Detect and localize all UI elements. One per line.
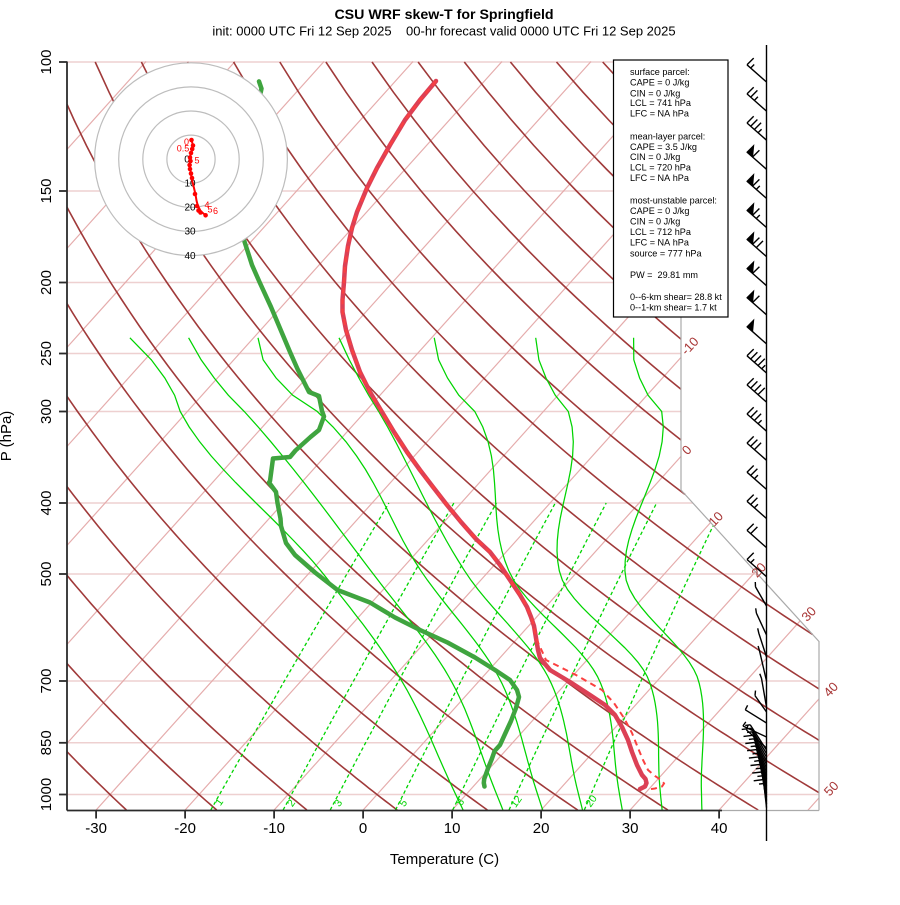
svg-text:CSU WRF skew-T for Springfield: CSU WRF skew-T for Springfield bbox=[334, 7, 553, 23]
svg-text:8: 8 bbox=[454, 796, 467, 808]
svg-text:-30: -30 bbox=[85, 820, 107, 837]
svg-text:850: 850 bbox=[38, 730, 55, 755]
svg-text:2: 2 bbox=[285, 797, 298, 809]
svg-text:500: 500 bbox=[38, 561, 55, 586]
svg-text:mean-layer parcel:: mean-layer parcel: bbox=[630, 131, 705, 141]
svg-text:Temperature (C): Temperature (C) bbox=[390, 851, 499, 868]
svg-text:0: 0 bbox=[184, 137, 189, 147]
svg-text:1000: 1000 bbox=[38, 778, 55, 811]
svg-text:6: 6 bbox=[213, 206, 218, 216]
svg-text:1: 1 bbox=[213, 796, 226, 808]
svg-text:300: 300 bbox=[38, 399, 55, 424]
svg-text:40: 40 bbox=[184, 251, 196, 262]
svg-text:most-unstable parcel:: most-unstable parcel: bbox=[630, 195, 717, 205]
svg-text:0: 0 bbox=[359, 820, 367, 837]
svg-text:-10: -10 bbox=[263, 820, 285, 837]
svg-text:150: 150 bbox=[38, 178, 55, 203]
svg-text:CAPE = 0 J/kg: CAPE = 0 J/kg bbox=[630, 78, 689, 88]
svg-text:LCL = 720 hPa: LCL = 720 hPa bbox=[630, 163, 692, 173]
svg-text:0--1-km shear= 1.7 kt: 0--1-km shear= 1.7 kt bbox=[630, 302, 717, 312]
svg-text:CIN = 0 J/kg: CIN = 0 J/kg bbox=[630, 152, 680, 162]
svg-text:250: 250 bbox=[38, 341, 55, 366]
svg-text:LFC = NA hPa: LFC = NA hPa bbox=[630, 109, 690, 119]
svg-text:-20: -20 bbox=[174, 820, 196, 837]
svg-text:100: 100 bbox=[38, 49, 55, 74]
svg-text:LFC = NA hPa: LFC = NA hPa bbox=[630, 173, 690, 183]
svg-text:CAPE = 3.5 J/kg: CAPE = 3.5 J/kg bbox=[630, 142, 697, 152]
svg-text:init: 0000 UTC Fri 12 Sep 2025: init: 0000 UTC Fri 12 Sep 2025 00-hr for… bbox=[212, 24, 675, 39]
svg-text:0.5: 0.5 bbox=[177, 144, 190, 154]
svg-text:700: 700 bbox=[38, 668, 55, 693]
svg-text:LCL = 741 hPa: LCL = 741 hPa bbox=[630, 98, 692, 108]
svg-text:0--6-km shear= 28.8 kt: 0--6-km shear= 28.8 kt bbox=[630, 292, 722, 302]
svg-text:P (hPa): P (hPa) bbox=[0, 411, 15, 462]
svg-text:5: 5 bbox=[207, 205, 212, 215]
svg-text:5: 5 bbox=[194, 156, 199, 166]
svg-text:10: 10 bbox=[444, 820, 461, 837]
svg-text:5: 5 bbox=[397, 797, 410, 809]
svg-text:CAPE = 0 J/kg: CAPE = 0 J/kg bbox=[630, 206, 689, 216]
svg-text:20: 20 bbox=[184, 203, 196, 214]
svg-text:400: 400 bbox=[38, 490, 55, 515]
svg-text:200: 200 bbox=[38, 270, 55, 295]
svg-text:surface parcel:: surface parcel: bbox=[630, 67, 690, 77]
svg-text:10: 10 bbox=[184, 179, 196, 190]
svg-text:4: 4 bbox=[204, 200, 209, 210]
svg-text:PW = 29.81 mm: PW = 29.81 mm bbox=[630, 270, 698, 280]
svg-text:20: 20 bbox=[533, 820, 550, 837]
svg-text:30: 30 bbox=[622, 820, 639, 837]
svg-text:source = 777 hPa: source = 777 hPa bbox=[630, 248, 702, 258]
svg-text:3: 3 bbox=[332, 797, 345, 809]
svg-text:30: 30 bbox=[184, 227, 196, 238]
svg-text:CIN = 0 J/kg: CIN = 0 J/kg bbox=[630, 88, 680, 98]
svg-text:40: 40 bbox=[711, 820, 728, 837]
svg-text:LCL = 712 hPa: LCL = 712 hPa bbox=[630, 227, 692, 237]
svg-text:LFC = NA hPa: LFC = NA hPa bbox=[630, 238, 690, 248]
svg-text:CIN = 0 J/kg: CIN = 0 J/kg bbox=[630, 217, 680, 227]
svg-text:0: 0 bbox=[184, 155, 190, 166]
